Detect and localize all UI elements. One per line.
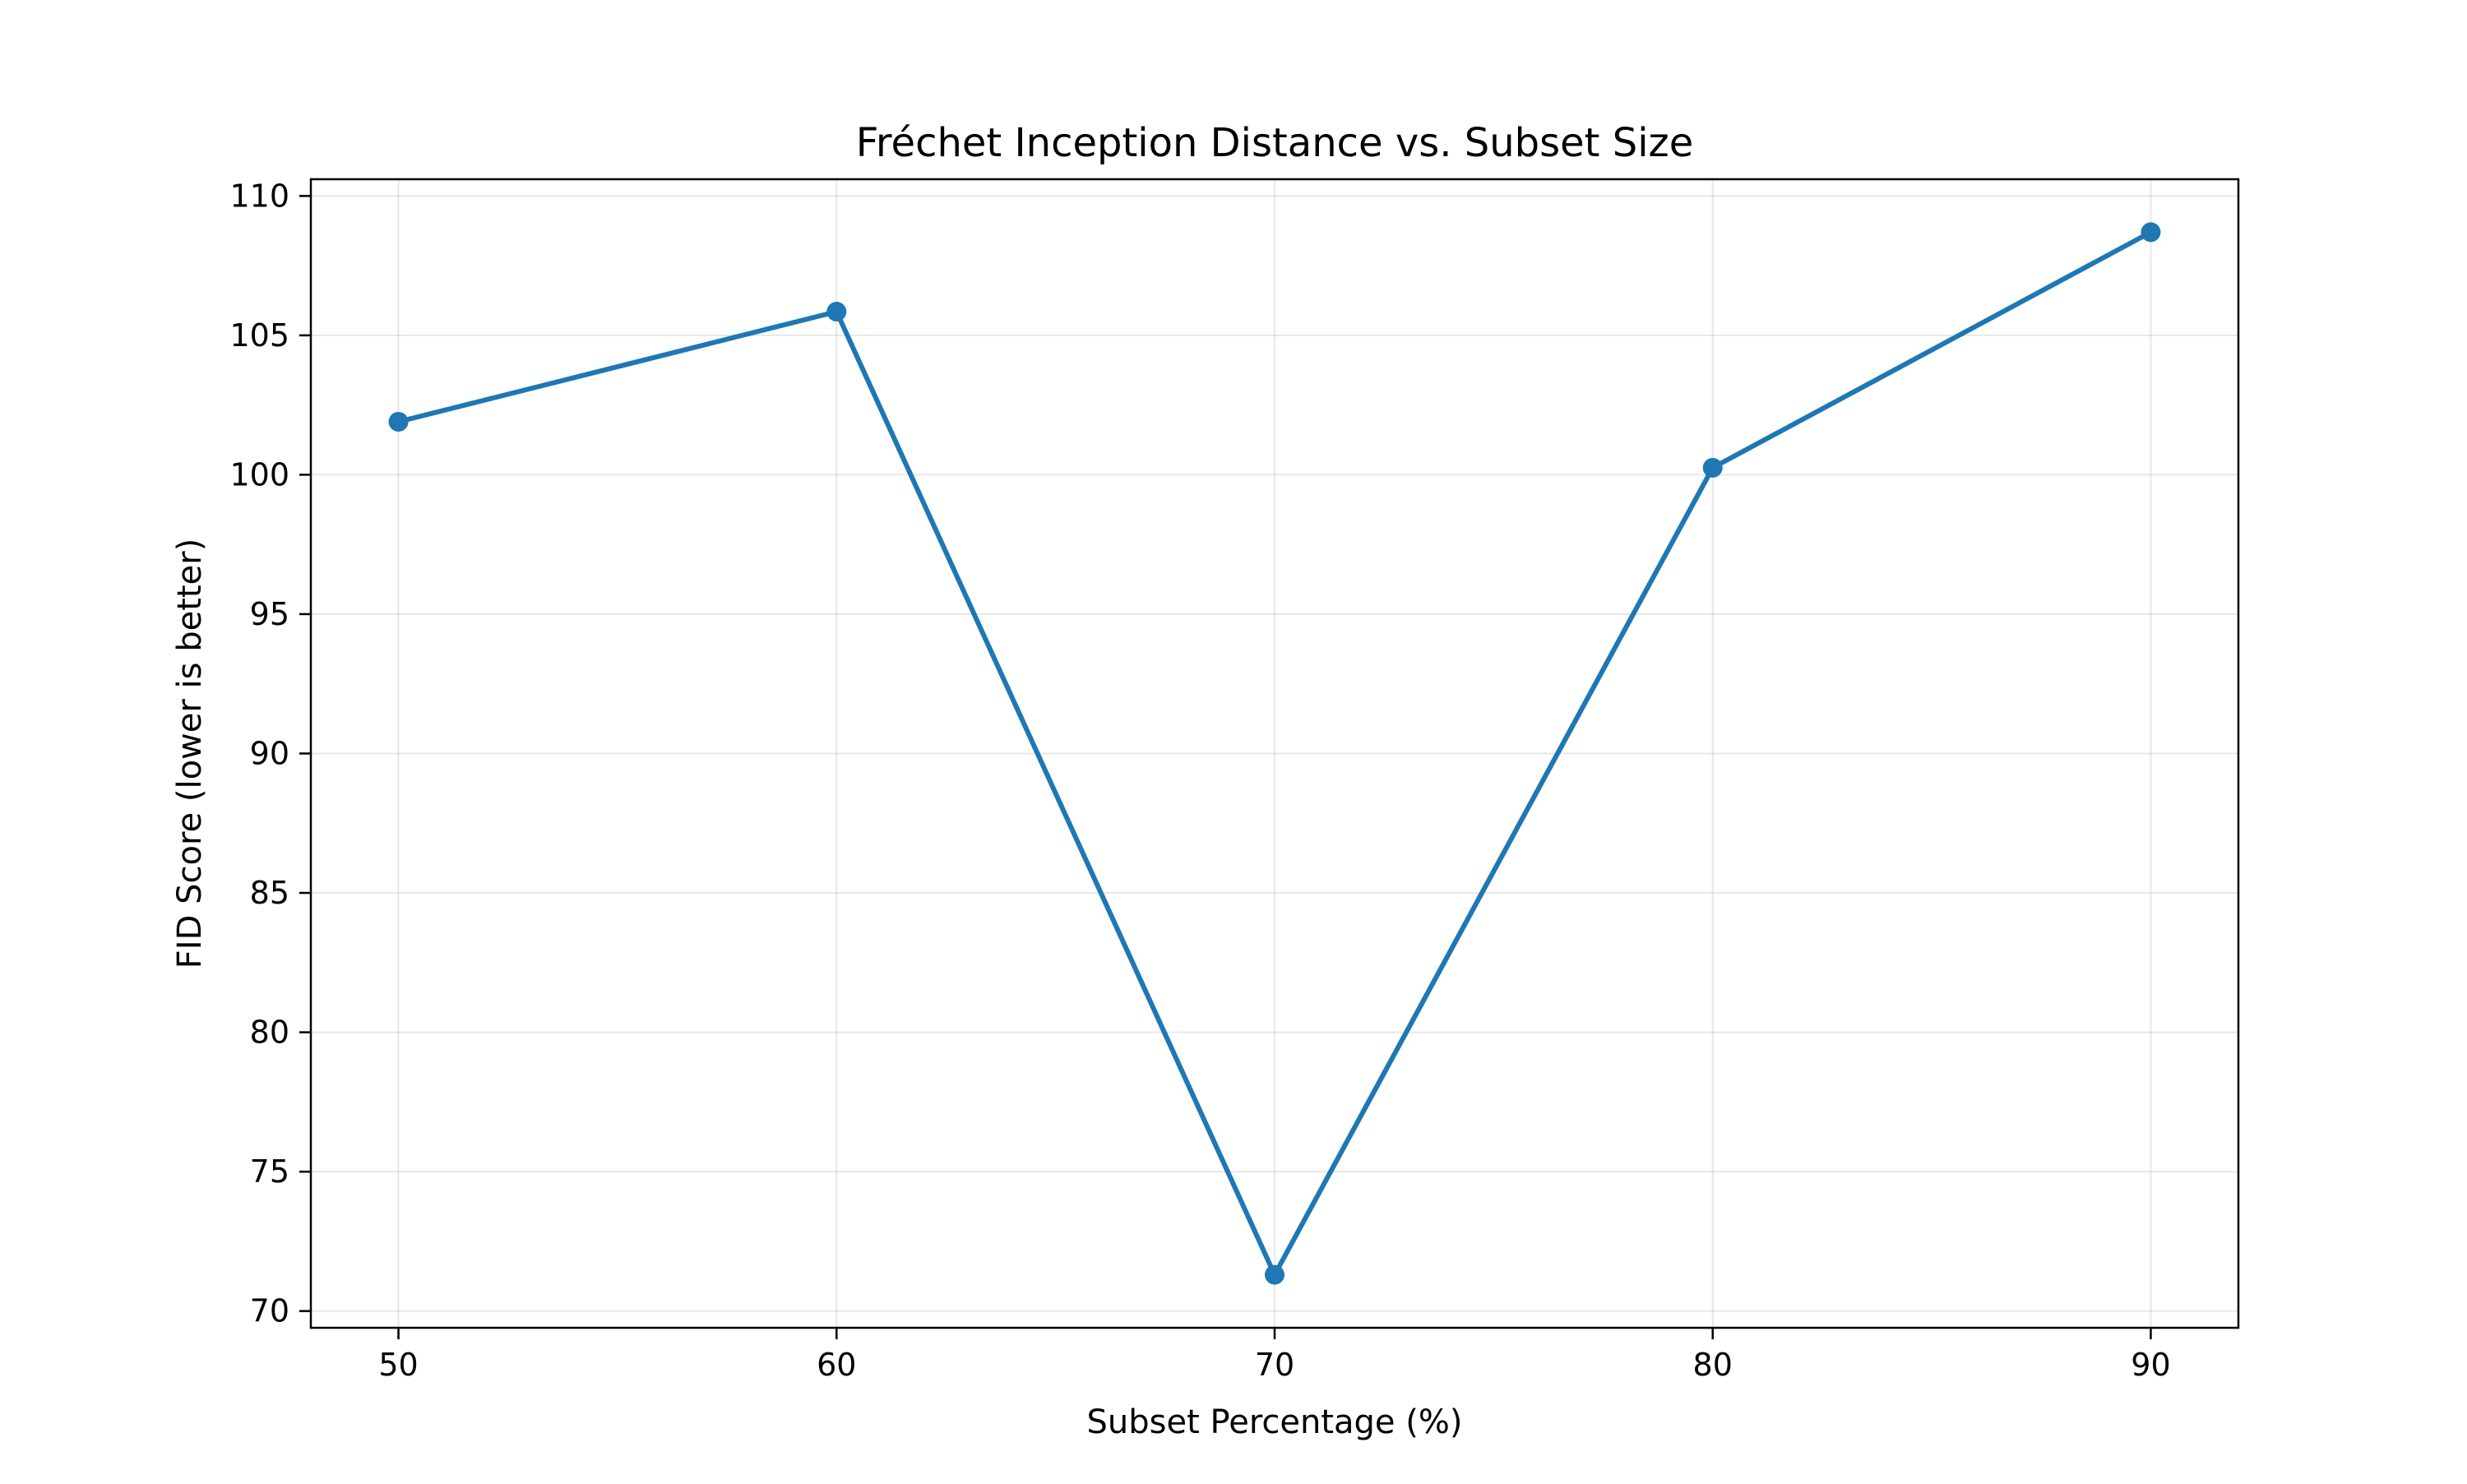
x-tick-label: 80 xyxy=(1693,1347,1733,1383)
y-tick-label: 85 xyxy=(250,875,289,911)
x-tick-label: 50 xyxy=(378,1347,418,1383)
grid xyxy=(311,179,2238,1328)
data-point xyxy=(826,302,847,322)
plot-frame xyxy=(309,178,2240,1329)
y-tick-label: 70 xyxy=(250,1293,289,1329)
y-tick-label: 110 xyxy=(229,178,289,214)
data-point xyxy=(1265,1264,1284,1285)
x-axis-label: Subset Percentage (%) xyxy=(1087,1403,1463,1441)
y-tick-label: 105 xyxy=(229,317,289,354)
series xyxy=(388,222,2161,1285)
y-axis-label: FID Score (lower is better) xyxy=(171,539,209,969)
chart-title: Fréchet Inception Distance vs. Subset Si… xyxy=(856,120,1694,166)
data-point xyxy=(388,411,409,432)
x-tick-label: 60 xyxy=(817,1347,856,1383)
data-point xyxy=(2141,222,2161,243)
y-tick-label: 80 xyxy=(250,1015,289,1051)
axis-ticks: 50 60 70 80 90 70 75 80 85 90 95 100 105 110 xyxy=(229,178,2170,1383)
y-tick-label: 90 xyxy=(250,736,289,772)
x-tick-label: 90 xyxy=(2131,1347,2170,1383)
x-tick-label: 70 xyxy=(1255,1347,1294,1383)
y-tick-label: 75 xyxy=(250,1153,289,1190)
y-tick-label: 100 xyxy=(229,456,289,492)
y-tick-label: 95 xyxy=(250,596,289,632)
data-point xyxy=(1702,457,1723,478)
